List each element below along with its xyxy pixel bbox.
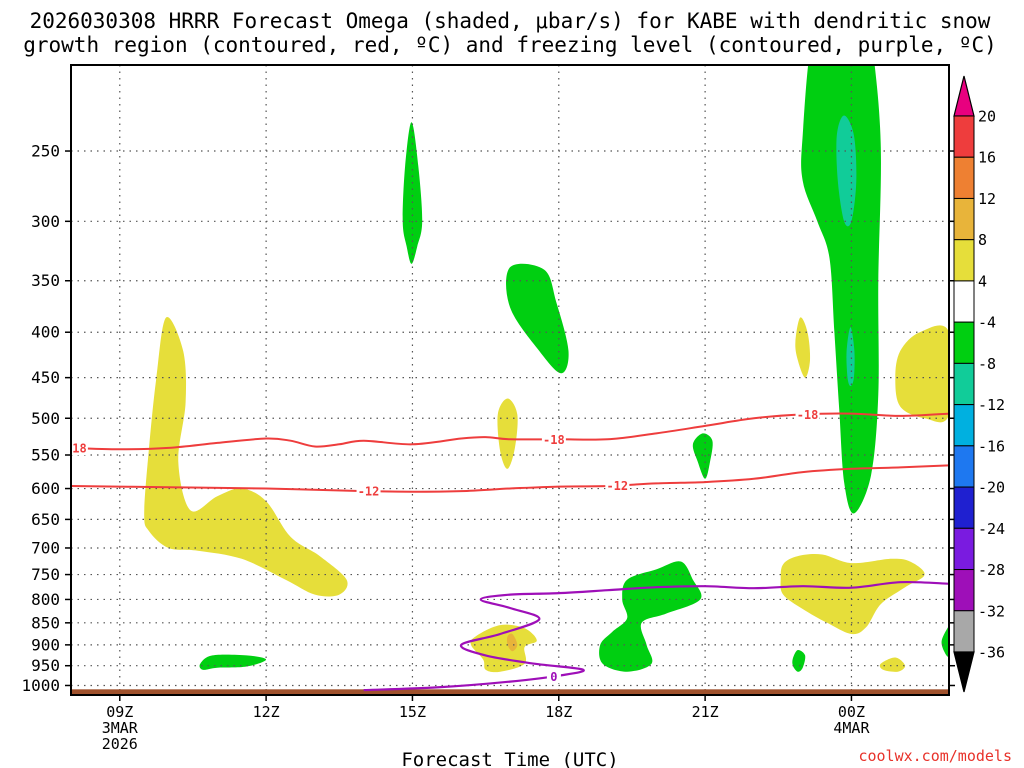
shaded-region-green-00z <box>801 65 881 514</box>
freezing-label-bg <box>546 669 561 684</box>
y-tick-label: 800 <box>31 590 60 609</box>
colorbar-tick-label: -12 <box>978 396 1005 414</box>
shaded-region-green-15 <box>402 122 423 264</box>
freezing-level-label: 0 <box>550 670 557 684</box>
red-contour--12-3 <box>71 464 949 493</box>
colorbar-tick-label: -16 <box>978 437 1005 455</box>
red-contour-label-bg <box>605 478 630 493</box>
credit-text: coolwx.com/models <box>858 747 1012 765</box>
red-contour-label-bg <box>71 441 88 456</box>
x-tick-label: 12Z <box>253 703 280 721</box>
colorbar-band <box>953 445 975 488</box>
shaded-region-green-18 <box>506 263 569 374</box>
y-tick-label: 1000 <box>21 676 60 695</box>
chart-title-line-2: growth region (contoured, red, ºC) and f… <box>23 33 997 57</box>
shaded-region-yellow-1700-500 <box>497 398 518 469</box>
shaded-region-green-1030 <box>199 654 267 670</box>
shaded-region-orange-1700 <box>506 633 518 652</box>
y-tick-label: 400 <box>31 323 60 342</box>
colorbar-band <box>953 197 975 241</box>
colorbar-tick-label: -36 <box>978 644 1005 662</box>
x-tick-label: 18Z <box>545 703 572 721</box>
x-axis-label: Forecast Time (UTC) <box>401 749 618 768</box>
y-tick-label: 300 <box>31 212 60 231</box>
y-tick-label: 250 <box>31 142 60 161</box>
red-contour-label-bg <box>356 484 381 499</box>
colorbar-tick-label: -20 <box>978 479 1005 497</box>
x-tick-label: 2026 <box>102 735 138 753</box>
red-contour-label-bg <box>541 432 566 447</box>
colorbar-tick-label: -28 <box>978 561 1005 579</box>
plot-area: -18 -18 -18 -12 -12 0 250 300 350 400 450 500 550 600… <box>21 64 955 753</box>
colorbar-top-triangle <box>953 75 975 117</box>
colorbar-band <box>953 404 975 447</box>
shaded-region-yellow-2530-950 <box>879 657 906 672</box>
x-tick-label: 4MAR <box>833 719 870 737</box>
colorbar: 20 16 12 8 4 -4 -8 -12 -16 -20 -24 -28 -32 -36 <box>953 75 1005 693</box>
colorbar-band <box>953 156 975 199</box>
shaded-region-yellow-left <box>144 316 348 597</box>
colorbar-band <box>953 239 975 282</box>
ground-strip <box>71 689 949 695</box>
shaded-region-green-right-edge <box>941 624 949 657</box>
colorbar-tick-label: 20 <box>978 108 996 126</box>
plot-inner: -18 -18 -18 -12 -12 0 <box>65 65 949 695</box>
colorbar-band <box>953 486 975 529</box>
shaded-region-green-2100 <box>692 433 713 479</box>
y-tick-label: 450 <box>31 368 60 387</box>
red-contour-label: -12 <box>358 485 380 499</box>
y-tick-label: 600 <box>31 479 60 498</box>
colorbar-tick-label: 8 <box>978 231 987 249</box>
shaded-region-green-1930 <box>599 561 702 672</box>
colorbar-band <box>953 362 975 406</box>
y-tick-label: 750 <box>31 565 60 584</box>
shaded-region-teal-00z-lower <box>846 327 855 387</box>
freezing-level-contour <box>363 580 949 692</box>
y-tick-label: 500 <box>31 409 60 428</box>
colorbar-tick-label: -8 <box>978 355 996 373</box>
colorbar-band <box>953 569 975 612</box>
red-contour--18-0 <box>71 412 949 451</box>
colorbar-tick-label: -24 <box>978 520 1005 538</box>
red-contour-label: -18 <box>543 433 565 447</box>
x-tick-label: 00Z <box>838 703 865 721</box>
colorbar-band <box>953 280 975 323</box>
red-contour-label: -18 <box>65 442 87 456</box>
colorbar-tick-label: -4 <box>978 314 996 332</box>
red-contour-label: -18 <box>797 408 819 422</box>
chart-title-line-1: 2026030308 HRRR Forecast Omega (shaded, … <box>30 9 991 33</box>
red-contour-label: -12 <box>606 479 628 493</box>
colorbar-tick-label: 12 <box>978 190 996 208</box>
red-contour-label-bg <box>795 407 820 422</box>
colorbar-bottom-triangle <box>953 651 975 693</box>
y-tick-label: 700 <box>31 538 60 557</box>
y-tick-label: 850 <box>31 613 60 632</box>
x-tick-label: 3MAR <box>102 719 139 737</box>
colorbar-tick-label: 4 <box>978 272 987 290</box>
x-tick-label: 15Z <box>399 703 426 721</box>
x-tick-label: 09Z <box>106 703 133 721</box>
shaded-region-yellow-right-upper <box>895 325 949 423</box>
y-tick-label: 550 <box>31 445 60 464</box>
y-tick-label: 650 <box>31 510 60 529</box>
colorbar-band <box>953 527 975 571</box>
shaded-region-yellow-2300-400 <box>795 317 811 378</box>
shaded-region-yellow-right-lower <box>780 554 925 635</box>
y-tick-label: 350 <box>31 271 60 290</box>
colorbar-tick-label: -32 <box>978 602 1005 620</box>
shaded-region-green-2250-950 <box>792 649 806 672</box>
x-tick-label: 21Z <box>692 703 719 721</box>
plot-frame <box>70 64 950 696</box>
colorbar-band <box>953 610 975 653</box>
colorbar-tick-label: 16 <box>978 149 996 167</box>
colorbar-band <box>953 115 975 158</box>
colorbar-band <box>953 321 975 364</box>
y-tick-label: 950 <box>31 656 60 675</box>
y-tick-label: 900 <box>31 635 60 654</box>
